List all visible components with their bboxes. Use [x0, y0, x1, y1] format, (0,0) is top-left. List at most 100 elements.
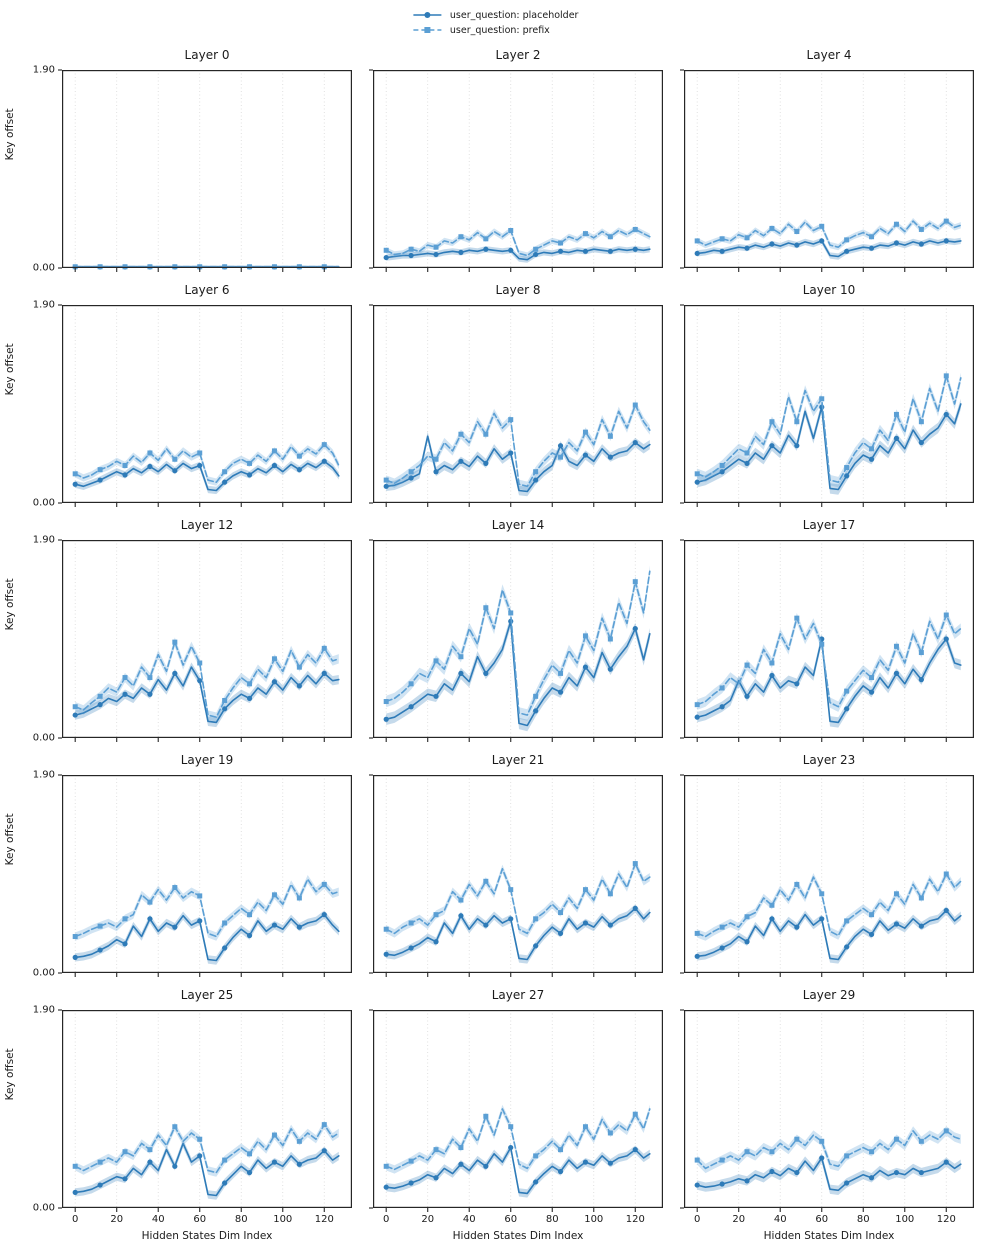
prefix-marker	[383, 926, 389, 932]
prefix-marker	[147, 1147, 153, 1153]
placeholder-marker	[868, 931, 875, 938]
placeholder-marker	[296, 467, 302, 473]
placeholder-marker	[122, 472, 128, 478]
placeholder-marker	[694, 714, 700, 720]
placeholder-marker	[246, 932, 253, 939]
placeholder-marker	[533, 477, 539, 483]
chart-layer-8	[369, 304, 663, 507]
prefix-line	[696, 220, 962, 248]
chart-layer-27	[369, 1009, 663, 1212]
placeholder-marker	[296, 924, 302, 930]
placeholder-marker	[321, 912, 327, 918]
placeholder-marker	[483, 460, 489, 466]
placeholder-marker	[321, 458, 327, 464]
x-tick-label: 60	[193, 1214, 207, 1225]
placeholder-marker	[122, 1176, 128, 1182]
prefix-marker	[222, 1157, 228, 1163]
placeholder-marker	[582, 664, 589, 670]
placeholder-marker	[458, 1161, 464, 1167]
placeholder-marker	[918, 1169, 924, 1176]
prefix-marker	[893, 891, 899, 897]
prefix-marker	[558, 670, 564, 676]
placeholder-marker	[122, 691, 128, 697]
placeholder-marker	[744, 693, 750, 699]
prefix-line	[696, 375, 962, 483]
placeholder-marker	[408, 475, 414, 481]
prefix-marker	[582, 1124, 588, 1130]
placeholder-marker	[246, 695, 253, 701]
x-tick-label: 60	[504, 1214, 518, 1225]
prefix-marker	[844, 1153, 850, 1159]
prefix-marker	[694, 238, 700, 244]
prefix-marker	[97, 467, 103, 473]
prefix-line	[385, 228, 651, 257]
chart-layer-12	[58, 539, 352, 742]
subplot-layer-25: Layer 25 0.00 1.90 Key offset 0 20 40 60 80 100 12…	[4, 988, 352, 1242]
placeholder-marker	[694, 953, 700, 959]
placeholder-marker	[172, 924, 178, 930]
x-tick-label: 40	[462, 1214, 476, 1225]
prefix-marker	[483, 605, 489, 611]
prefix-marker	[122, 1149, 128, 1155]
placeholder-marker	[819, 916, 825, 922]
prefix-marker	[582, 633, 588, 639]
prefix-marker	[321, 442, 327, 448]
x-tick-label: 120	[314, 1214, 334, 1225]
subplot-layer-2: Layer 2	[369, 48, 663, 272]
placeholder-marker	[383, 716, 389, 722]
y-tick-label: 0.00	[32, 262, 55, 274]
placeholder-marker	[844, 1180, 850, 1186]
placeholder-line	[385, 907, 651, 961]
prefix-marker	[819, 891, 825, 897]
prefix-marker	[558, 240, 564, 246]
prefix-marker	[918, 895, 924, 901]
subplot-title: Layer 0	[184, 48, 230, 62]
chart-layer-25	[58, 1009, 352, 1212]
prefix-marker	[483, 1113, 489, 1119]
prefix-marker	[744, 914, 750, 920]
subplot-layer-10: Layer 10	[680, 283, 974, 507]
placeholder-marker	[483, 670, 489, 676]
prefix-marker	[794, 1136, 800, 1142]
prefix-marker	[607, 636, 613, 642]
placeholder-marker	[943, 636, 949, 642]
prefix-marker	[72, 264, 78, 270]
placeholder-marker	[508, 247, 514, 253]
chart-layer-29	[680, 1009, 974, 1212]
placeholder-marker	[458, 913, 464, 919]
prefix-marker	[197, 450, 203, 456]
placeholder-marker	[271, 462, 278, 469]
subplot-title: Layer 14	[491, 518, 545, 532]
prefix-marker	[483, 431, 489, 437]
placeholder-marker	[632, 1147, 638, 1153]
prefix-marker	[533, 693, 539, 699]
placeholder-marker	[893, 1169, 900, 1176]
prefix-marker	[769, 660, 775, 666]
placeholder-marker	[557, 689, 564, 695]
placeholder-marker	[197, 918, 203, 924]
prefix-marker	[408, 246, 414, 252]
placeholder-marker	[943, 238, 949, 244]
prefix-marker	[433, 1147, 439, 1153]
placeholder-marker	[72, 481, 78, 487]
placeholder-marker	[408, 1180, 414, 1186]
placeholder-marker	[557, 930, 564, 936]
placeholder-marker	[632, 439, 638, 446]
placeholder-marker	[943, 411, 949, 418]
prefix-marker	[558, 454, 564, 460]
legend-item-prefix: user_question: prefix	[412, 23, 579, 37]
prefix-marker	[408, 469, 414, 475]
x-tick-label: 20	[732, 1214, 746, 1225]
prefix-line	[385, 404, 651, 488]
placeholder-marker	[72, 954, 78, 960]
placeholder-marker	[918, 677, 924, 683]
placeholder-marker	[794, 681, 800, 687]
placeholder-marker	[508, 450, 514, 456]
placeholder-line	[696, 1157, 962, 1192]
prefix-marker	[719, 1157, 725, 1163]
placeholder-marker	[533, 251, 539, 258]
x-tick-label: 80	[234, 1214, 248, 1225]
placeholder-marker	[533, 1179, 539, 1185]
prefix-marker	[869, 912, 875, 918]
placeholder-marker	[172, 670, 178, 676]
